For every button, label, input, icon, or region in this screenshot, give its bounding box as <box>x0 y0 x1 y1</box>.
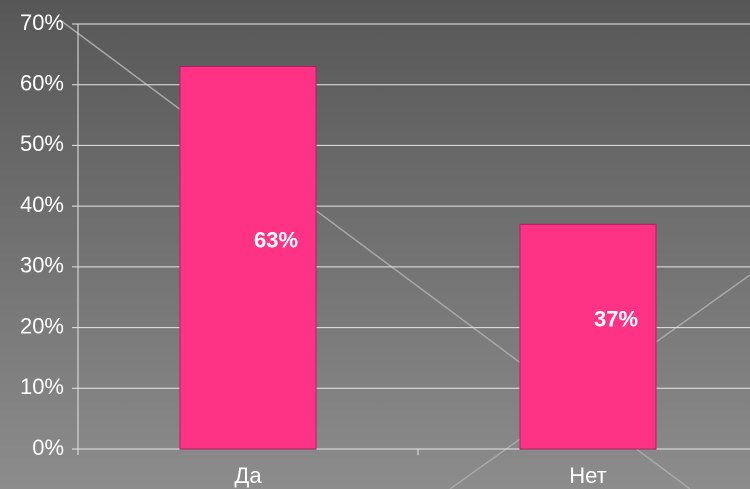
x-tick-label: Нет <box>569 463 606 488</box>
y-tick-label: 0% <box>32 435 64 460</box>
value-label: 37% <box>594 306 638 331</box>
y-tick-label: 50% <box>20 131 64 156</box>
y-tick-label: 20% <box>20 313 64 338</box>
x-tick-label: Да <box>234 463 262 488</box>
y-tick-label: 30% <box>20 253 64 278</box>
y-tick-label: 10% <box>20 374 64 399</box>
y-tick-label: 60% <box>20 71 64 96</box>
value-label: 63% <box>254 228 298 253</box>
y-tick-label: 40% <box>20 192 64 217</box>
bar <box>519 223 657 450</box>
y-tick-label: 70% <box>20 10 64 35</box>
bar <box>179 66 317 450</box>
